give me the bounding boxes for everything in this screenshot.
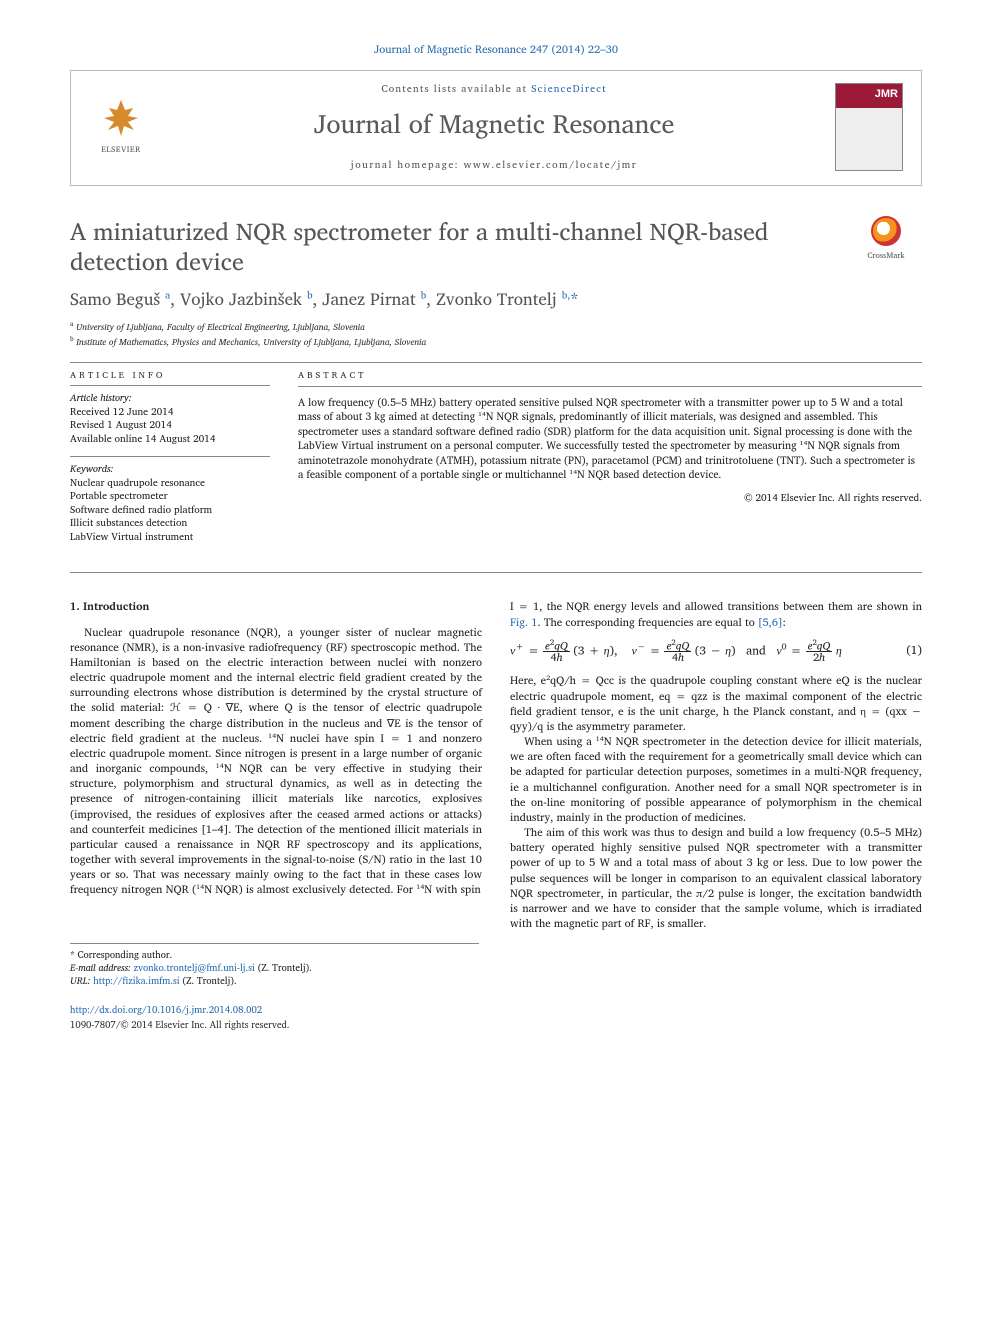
cite-ref[interactable]: [5,6] bbox=[758, 613, 783, 631]
affiliations: a University of Ljubljana, Faculty of El… bbox=[70, 319, 922, 348]
url-link[interactable]: http://fizika.imfm.si bbox=[93, 974, 179, 989]
rule-top bbox=[70, 362, 922, 363]
issn-copyright: 1090-7807/© 2014 Elsevier Inc. All right… bbox=[70, 1018, 922, 1033]
p2b: . The corresponding frequencies are equa… bbox=[538, 613, 758, 631]
p2c: : bbox=[783, 613, 786, 631]
running-citation: Journal of Magnetic Resonance 247 (2014)… bbox=[70, 40, 922, 58]
affiliation-a: University of Ljubljana, Faculty of Elec… bbox=[76, 319, 365, 334]
paragraph: When using a ¹⁴N NQR spectrometer in the… bbox=[510, 734, 922, 825]
doi-link[interactable]: http://dx.doi.org/10.1016/j.jmr.2014.08.… bbox=[70, 1003, 922, 1018]
journal-cover-thumbnail: JMR bbox=[835, 83, 903, 171]
journal-title: Journal of Magnetic Resonance bbox=[163, 103, 825, 145]
footnotes: * Corresponding author. E-mail address: … bbox=[70, 943, 479, 988]
affiliation-b: Institute of Mathematics, Physics and Me… bbox=[76, 334, 426, 349]
contents-line: Contents lists available at ScienceDirec… bbox=[163, 81, 825, 97]
section-heading-1: 1. Introduction bbox=[70, 599, 482, 614]
journal-cover-label: JMR bbox=[875, 88, 898, 100]
paragraph: I = 1, the NQR energy levels and allowed… bbox=[510, 599, 922, 629]
elsevier-logo: ELSEVIER bbox=[89, 98, 153, 156]
equation-number: (1) bbox=[898, 643, 922, 660]
crossmark-badge[interactable]: CrossMark bbox=[850, 216, 922, 262]
online-date: Available online 14 August 2014 bbox=[70, 433, 270, 447]
article-title: A miniaturized NQR spectrometer for a mu… bbox=[70, 216, 830, 276]
email-who: (Z. Trontelj). bbox=[258, 961, 312, 976]
crossmark-icon bbox=[871, 216, 901, 246]
sciencedirect-link[interactable]: ScienceDirect bbox=[531, 81, 607, 97]
article-info: ARTICLE INFO Article history: Received 1… bbox=[70, 369, 270, 544]
abstract: ABSTRACT A low frequency (0.5–5 MHz) bat… bbox=[298, 369, 922, 544]
url-label: URL: bbox=[70, 974, 90, 989]
info-heading: ARTICLE INFO bbox=[70, 369, 270, 381]
contents-prefix: Contents lists available at bbox=[381, 81, 531, 97]
paragraph: Here, e²qQ/h = Qcc is the quadrupole cou… bbox=[510, 673, 922, 734]
fig-ref[interactable]: Fig. 1 bbox=[510, 613, 538, 631]
p1-text: Nuclear quadrupole resonance (NQR), a yo… bbox=[70, 623, 482, 899]
rule-bottom bbox=[70, 572, 922, 573]
crossmark-label: CrossMark bbox=[867, 248, 904, 262]
paragraph: The aim of this work was thus to design … bbox=[510, 825, 922, 931]
abstract-text: A low frequency (0.5–5 MHz) battery oper… bbox=[298, 395, 922, 482]
elsevier-label: ELSEVIER bbox=[89, 142, 153, 156]
url-who: (Z. Trontelj). bbox=[182, 974, 236, 989]
journal-header: ELSEVIER Contents lists available at Sci… bbox=[70, 70, 922, 186]
keyword: LabView Virtual instrument bbox=[70, 531, 270, 545]
body-columns: 1. Introduction Nuclear quadrupole reson… bbox=[70, 599, 922, 931]
journal-homepage: journal homepage: www.elsevier.com/locat… bbox=[163, 157, 825, 173]
paragraph: Nuclear quadrupole resonance (NQR), a yo… bbox=[70, 625, 482, 898]
equation-1: ν+ = e2qQ4h (3 + η), ν− = e2qQ4h (3 − η)… bbox=[510, 640, 922, 664]
abstract-copyright: © 2014 Elsevier Inc. All rights reserved… bbox=[298, 492, 922, 506]
author-list: Samo Beguš a, Vojko Jazbinšek b, Janez P… bbox=[70, 286, 922, 313]
abstract-heading: ABSTRACT bbox=[298, 369, 922, 381]
elsevier-tree-icon bbox=[89, 98, 153, 142]
